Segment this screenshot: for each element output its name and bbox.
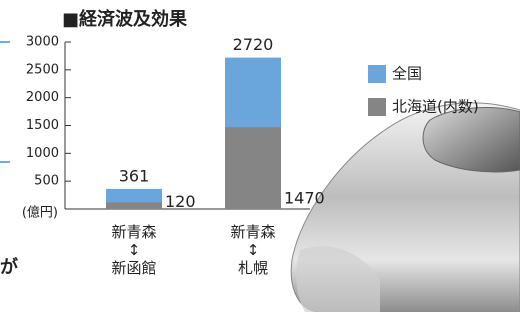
value-label: 120 — [165, 192, 196, 211]
bar — [225, 127, 281, 209]
legend-swatch — [368, 98, 386, 116]
y-unit: (億円) — [22, 205, 58, 221]
side-text: が — [0, 256, 18, 278]
train-illustration — [291, 103, 520, 312]
legend-swatch — [368, 65, 386, 83]
bar — [106, 202, 162, 209]
x-tick-label: 新青森 ↕ 新函館 — [89, 223, 179, 277]
y-tick-label: 1000 — [26, 146, 59, 161]
value-label: 1470 — [284, 189, 325, 208]
y-tick-label: 1500 — [26, 118, 59, 133]
legend-label: 北海道(内数) — [392, 98, 479, 116]
y-tick-label: 3000 — [26, 35, 59, 50]
y-tick-label: 2000 — [26, 90, 59, 105]
value-label: 361 — [119, 166, 150, 185]
legend-label: 全国 — [392, 65, 422, 83]
page: ■経済波及効果 (億円) が 500 1000 1500 2000 2500 3000 36… — [0, 0, 520, 312]
y-tick-label: 2500 — [26, 62, 59, 77]
chart-title: ■経済波及効果 — [62, 8, 188, 30]
y-tick-label: 500 — [34, 174, 59, 189]
x-tick-label: 新青森 ↕ 札幌 — [208, 223, 298, 277]
value-label: 2720 — [233, 35, 274, 54]
